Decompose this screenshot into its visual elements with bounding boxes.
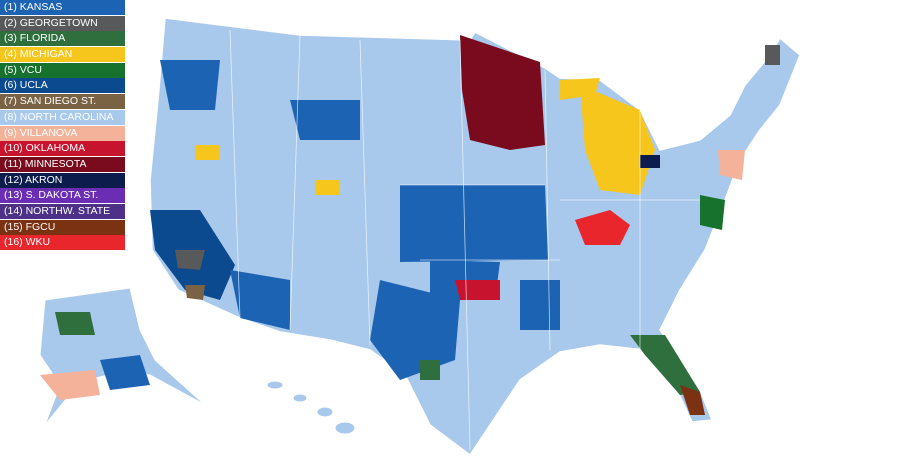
region	[175, 250, 205, 270]
region	[630, 335, 700, 395]
region	[100, 355, 150, 390]
region	[400, 185, 548, 262]
region	[230, 270, 290, 330]
state-border	[459, 39, 471, 451]
legend-item: (12) AKRON	[0, 172, 125, 188]
hawaii-island	[266, 380, 284, 390]
region	[290, 100, 360, 140]
region	[315, 180, 340, 195]
legend-item: (10) OKLAHOMA	[0, 141, 125, 157]
legend-item: (3) FLORIDA	[0, 31, 125, 47]
hawaii-island	[316, 406, 334, 418]
state-border	[359, 39, 371, 346]
region	[455, 280, 500, 300]
legend-item: (9) VILLANOVA	[0, 125, 125, 141]
state-border	[289, 34, 301, 331]
region	[765, 45, 780, 65]
region	[195, 145, 220, 160]
region	[420, 360, 440, 380]
legend-item: (2) GEORGETOWN	[0, 15, 125, 31]
legend-item: (1) KANSAS	[0, 0, 125, 15]
region	[460, 35, 545, 150]
region	[680, 385, 705, 415]
region	[700, 195, 725, 230]
alaska	[39, 287, 206, 426]
region	[185, 285, 205, 300]
region	[575, 210, 630, 245]
legend-item: (4) MICHIGAN	[0, 47, 125, 63]
legend-item: (14) NORTHW. STATE	[0, 203, 125, 219]
legend-item: (7) SAN DIEGO ST.	[0, 94, 125, 110]
region	[718, 150, 745, 180]
state-border	[544, 69, 551, 351]
region	[40, 370, 100, 400]
legend-item: (5) VCU	[0, 62, 125, 78]
state-border	[229, 29, 241, 319]
region	[520, 280, 560, 330]
legend-item: (6) UCLA	[0, 78, 125, 94]
region	[55, 312, 95, 335]
region	[370, 280, 460, 380]
legend-item: (13) S. DAKOTA ST.	[0, 188, 125, 204]
legend-item: (15) FGCU	[0, 219, 125, 235]
region	[640, 155, 660, 168]
legend-item: (8) NORTH CAROLINA	[0, 109, 125, 125]
region	[580, 85, 655, 195]
hawaii-island	[292, 393, 308, 403]
region	[160, 60, 220, 110]
legend-item: (11) MINNESOTA	[0, 156, 125, 172]
hawaii-island	[334, 421, 356, 435]
legend-item: (16) WKU	[0, 235, 125, 251]
legend: (1) KANSAS (2) GEORGETOWN (3) FLORIDA (4) M…	[0, 0, 125, 251]
region	[560, 78, 600, 100]
